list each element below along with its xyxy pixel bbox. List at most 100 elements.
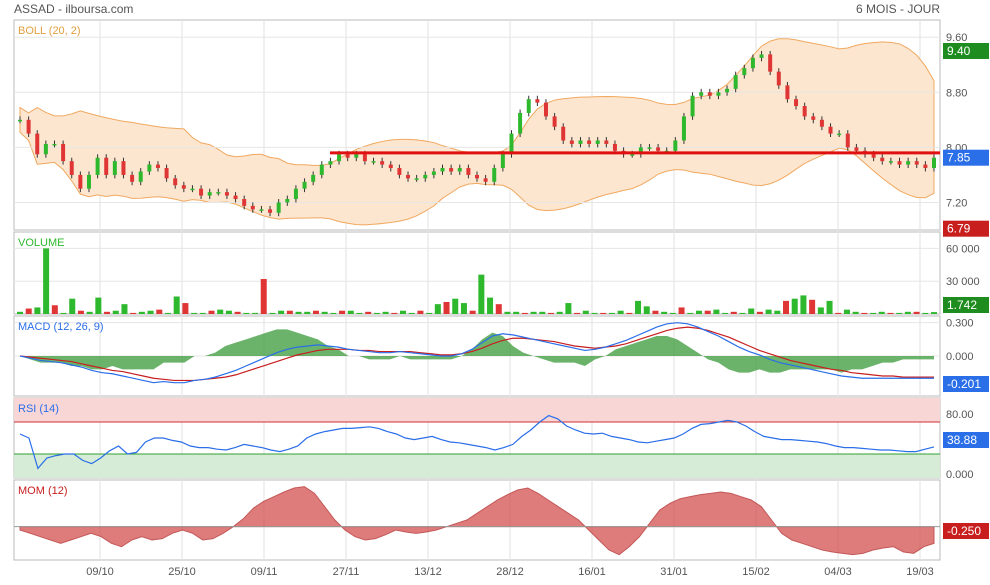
volume-bar xyxy=(434,304,441,314)
volume-bar xyxy=(800,295,807,314)
rsi-overbought-zone xyxy=(14,398,940,422)
volume-bar xyxy=(138,311,145,314)
candle-body xyxy=(43,143,48,155)
volume-bar xyxy=(687,312,694,314)
volume-bar xyxy=(243,312,250,314)
volume-bar xyxy=(34,307,41,314)
candle-body xyxy=(733,75,738,89)
candle-body xyxy=(104,157,109,175)
volume-bar xyxy=(835,312,842,314)
volume-bar xyxy=(460,303,467,314)
candle-body xyxy=(52,143,57,146)
x-tick-label: 25/10 xyxy=(168,566,196,578)
y-tick-label: 9.60 xyxy=(946,32,967,44)
candle-body xyxy=(518,112,523,134)
candle-body xyxy=(880,157,885,162)
macd-signal-line xyxy=(19,326,934,382)
volume-bar xyxy=(608,312,615,314)
volume-bar xyxy=(713,309,720,314)
candle-body xyxy=(811,116,816,120)
volume-bar xyxy=(95,297,102,314)
volume-bar xyxy=(60,312,67,314)
candle-body xyxy=(457,168,462,172)
volume-bar xyxy=(478,274,485,314)
candle-body xyxy=(681,116,686,141)
volume-bar xyxy=(922,312,929,314)
candle-body xyxy=(112,161,117,175)
volume-bar xyxy=(530,311,537,314)
volume-bar xyxy=(504,311,511,314)
candle-body xyxy=(431,171,436,175)
candle-body xyxy=(397,168,402,175)
chart-title: ASSAD - ilboursa.com xyxy=(14,2,134,16)
candle-body xyxy=(630,154,635,156)
candle-body xyxy=(638,147,643,155)
candle-body xyxy=(199,188,204,196)
candle-body xyxy=(328,161,333,165)
volume-bar xyxy=(843,309,850,314)
volume-bar xyxy=(617,310,624,314)
volume-bar xyxy=(312,310,319,314)
candle-body xyxy=(293,188,298,200)
boll-badge-low: 6.79 xyxy=(947,222,971,236)
candle-body xyxy=(164,168,169,179)
volume-bar xyxy=(547,312,554,314)
candle-body xyxy=(276,202,281,213)
candle-body xyxy=(854,147,859,151)
candle-body xyxy=(509,133,514,155)
candle-body xyxy=(371,161,376,163)
volume-bar xyxy=(452,298,459,314)
volume-bar xyxy=(765,309,772,314)
candle-body xyxy=(121,161,126,175)
candle-body xyxy=(130,174,135,182)
volume-bar xyxy=(77,310,84,314)
candle-body xyxy=(466,168,471,175)
volume-bar xyxy=(887,312,894,314)
volume-bar xyxy=(182,303,189,314)
candle-body xyxy=(259,209,264,211)
candle-body xyxy=(268,209,273,213)
y-tick-label: 8.80 xyxy=(946,87,967,99)
candle-body xyxy=(595,140,600,144)
candle-body xyxy=(828,126,833,134)
volume-bar xyxy=(539,311,546,314)
volume-bar xyxy=(852,311,859,314)
mom-panel-frame xyxy=(13,479,941,561)
volume-bar xyxy=(208,310,215,314)
candle-body xyxy=(138,171,143,182)
volume-bar xyxy=(356,312,363,314)
candle-body xyxy=(406,174,411,179)
candle-body xyxy=(768,54,773,72)
volume-bar xyxy=(278,310,285,314)
volume-bar xyxy=(678,307,685,314)
volume-bar xyxy=(51,305,58,314)
volume-badge: 1.742 xyxy=(947,298,977,312)
candle-body xyxy=(699,92,704,96)
mom-panel-label: MOM (12) xyxy=(18,485,68,497)
candle-body xyxy=(612,143,617,151)
candle-body xyxy=(673,140,678,151)
volume-bar xyxy=(417,310,424,314)
candle-body xyxy=(345,154,350,158)
candle-body xyxy=(86,174,91,189)
candle-body xyxy=(414,178,419,180)
volume-bar xyxy=(43,248,50,314)
candle-body xyxy=(923,164,928,169)
volume-bar xyxy=(400,310,407,314)
boll-panel-label: BOLL (20, 2) xyxy=(18,25,81,37)
candle-body xyxy=(26,119,31,134)
volume-bar xyxy=(626,312,633,314)
volume-bar xyxy=(826,300,833,314)
volume-bar xyxy=(730,311,737,314)
x-tick-label: 16/01 xyxy=(578,566,606,578)
candle-body xyxy=(475,174,479,179)
candle-body xyxy=(190,188,195,191)
volume-bar xyxy=(104,311,111,314)
boll-panel-frame xyxy=(13,19,941,231)
candle-body xyxy=(216,192,221,194)
candle-body xyxy=(380,161,385,165)
y-tick-label: 0.300 xyxy=(946,318,974,330)
x-tick-label: 09/11 xyxy=(251,566,278,578)
candle-body xyxy=(802,106,807,117)
candle-body xyxy=(837,133,842,136)
